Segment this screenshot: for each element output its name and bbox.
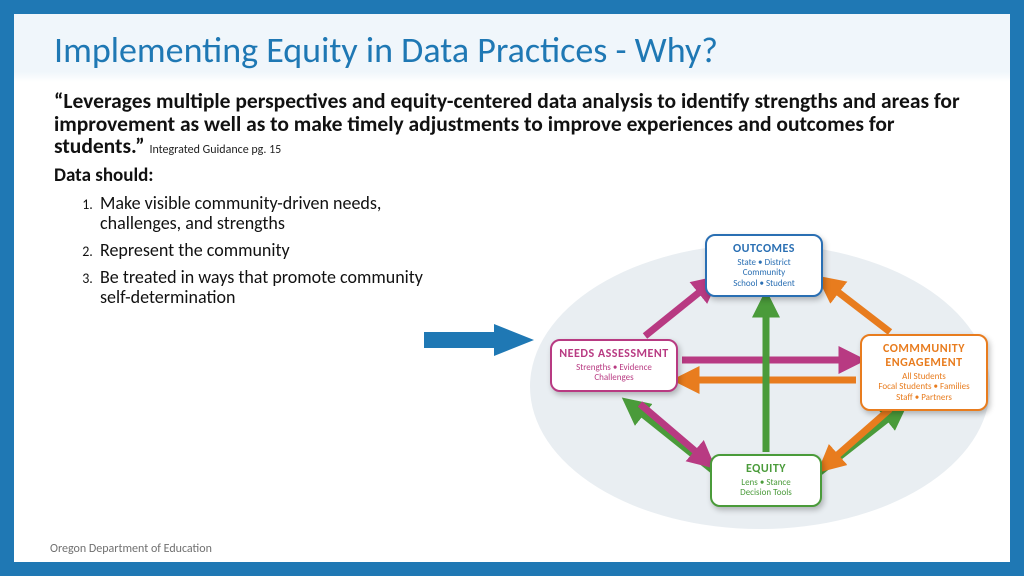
arrow-needs-equity — [640, 404, 708, 462]
arrow-community-equity — [825, 409, 890, 466]
list-item: Make visible community-driven needs, cha… — [96, 193, 434, 234]
node-outcomes: OUTCOMES State • DistrictCommunitySchool… — [705, 234, 823, 297]
slide-title: Implementing Equity in Data Practices - … — [54, 28, 970, 72]
arrow-community-outcomes — [825, 282, 890, 332]
arrow-equity-needs — [630, 404, 715, 472]
list-item: Represent the community — [96, 240, 434, 261]
node-equity: EQUITY Lens • StanceDecision Tools — [710, 454, 822, 507]
arrow-needs-outcomes — [645, 282, 712, 336]
node-subtitle: State • DistrictCommunitySchool • Studen… — [711, 258, 817, 289]
list-item: Be treated in ways that promote communit… — [96, 267, 434, 308]
node-needs-assessment: NEEDS ASSESSMENT Strengths • EvidenceCha… — [550, 339, 678, 392]
list-heading: Data should: — [54, 164, 434, 187]
footer-attribution: Oregon Department of Education — [50, 542, 212, 556]
node-title: EQUITY — [716, 462, 816, 476]
node-subtitle: Lens • StanceDecision Tools — [716, 478, 816, 499]
left-column: Data should: Make visible community-driv… — [54, 164, 434, 308]
node-subtitle: All StudentsFocal Students • FamiliesSta… — [866, 372, 982, 403]
data-should-list: Make visible community-driven needs, cha… — [54, 193, 434, 308]
slide-frame: Implementing Equity in Data Practices - … — [0, 0, 1024, 576]
node-title: COMMMUNITY ENGAGEMENT — [866, 342, 982, 370]
node-community-engagement: COMMMUNITY ENGAGEMENT All StudentsFocal … — [860, 334, 988, 411]
node-title: NEEDS ASSESSMENT — [556, 347, 672, 361]
node-title: OUTCOMES — [711, 242, 817, 256]
quote-citation: Integrated Guidance pg. 15 — [149, 143, 281, 157]
quote-block: “Leverages multiple perspectives and equ… — [54, 90, 970, 158]
equity-cycle-diagram: OUTCOMES State • DistrictCommunitySchool… — [490, 234, 1010, 554]
title-band: Implementing Equity in Data Practices - … — [14, 14, 1010, 82]
node-subtitle: Strengths • EvidenceChallenges — [556, 363, 672, 384]
